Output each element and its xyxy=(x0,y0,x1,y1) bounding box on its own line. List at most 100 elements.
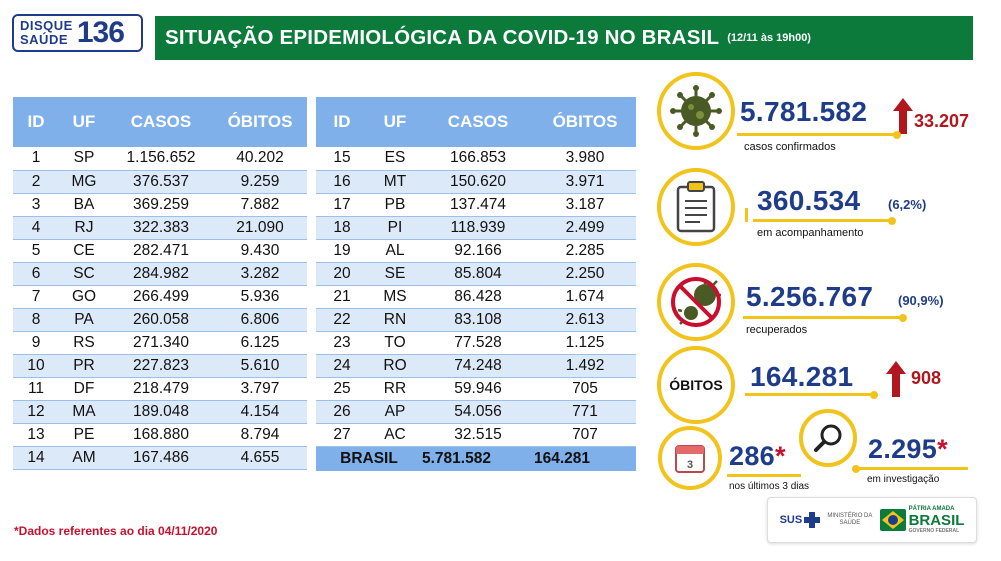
cell-id: 2 xyxy=(31,172,41,190)
cell-obitos: 8.794 xyxy=(240,425,280,443)
cell-casos: 227.823 xyxy=(132,356,190,374)
cell-obitos: 1.492 xyxy=(565,356,605,374)
sus-logo: SUS xyxy=(780,512,821,528)
underline xyxy=(753,219,891,222)
cell-uf: PA xyxy=(74,310,94,328)
table-row: 1 SP 1.156.652 40.202 xyxy=(13,147,307,170)
cell-casos: 86.428 xyxy=(454,287,502,305)
cell-id: 20 xyxy=(333,264,351,282)
investigation-caption: em investigação xyxy=(867,474,940,485)
investigation-star: * xyxy=(937,434,948,464)
table-row: 2 MG 376.537 9.259 xyxy=(13,170,307,193)
total-obitos: 164.281 xyxy=(534,446,636,471)
magnifier-icon xyxy=(814,424,842,452)
confirmed-caption: casos confirmados xyxy=(744,141,836,153)
table-header-row: ID UF CASOS ÓBITOS xyxy=(13,97,307,147)
cell-uf: RO xyxy=(383,356,407,374)
sus-text: SUS xyxy=(779,514,803,526)
cell-casos: 1.156.652 xyxy=(126,149,196,167)
cell-casos: 32.515 xyxy=(454,425,502,443)
cell-obitos: 771 xyxy=(572,402,598,420)
cell-obitos: 2.285 xyxy=(565,241,605,259)
cell-uf: CE xyxy=(73,241,95,259)
footnote: *Dados referentes ao dia 04/11/2020 xyxy=(14,524,218,538)
col-header-id: ID xyxy=(13,97,59,147)
cell-uf: RN xyxy=(383,310,407,328)
cell-obitos: 9.259 xyxy=(240,172,280,190)
table-row: 9 RS 271.340 6.125 xyxy=(13,331,307,354)
cell-id: 8 xyxy=(31,310,41,328)
col-header-uf: UF xyxy=(368,97,422,147)
cell-uf: SP xyxy=(73,149,95,167)
report-date: (12/11 às 19h00) xyxy=(727,32,811,44)
states-table-right: ID UF CASOS ÓBITOS 15 ES 166.853 3.980 16 MT 1… xyxy=(316,97,636,471)
brazil-flag-icon xyxy=(879,509,906,531)
cell-uf: GO xyxy=(71,287,97,305)
cell-id: 7 xyxy=(31,287,41,305)
table-row: 6 SC 284.982 3.282 xyxy=(13,262,307,285)
cell-casos: 322.383 xyxy=(132,218,190,236)
cell-casos: 74.248 xyxy=(454,356,502,374)
clipboard-icon-circle xyxy=(657,168,735,246)
cell-casos: 260.058 xyxy=(132,310,190,328)
table-row: 13 PE 168.880 8.794 xyxy=(13,423,307,446)
cell-uf: MG xyxy=(71,172,97,190)
cell-id: 24 xyxy=(333,356,351,374)
cell-casos: 282.471 xyxy=(132,241,190,259)
table-row: 26 AP 54.056 771 xyxy=(316,400,636,423)
cell-obitos: 3.797 xyxy=(240,379,280,397)
col-header-obitos: ÓBITOS xyxy=(534,97,636,147)
underline xyxy=(743,316,903,319)
cell-obitos: 2.613 xyxy=(565,310,605,328)
cell-id: 12 xyxy=(27,402,45,420)
cross-icon xyxy=(804,512,821,528)
cell-id: 9 xyxy=(31,333,41,351)
cell-uf: MT xyxy=(383,172,407,190)
cell-obitos: 705 xyxy=(572,379,598,397)
cell-casos: 369.259 xyxy=(132,195,190,213)
cell-obitos: 5.610 xyxy=(240,356,280,374)
table-row: 18 PI 118.939 2.499 xyxy=(316,216,636,239)
cell-casos: 118.939 xyxy=(450,218,506,236)
underline xyxy=(727,474,801,477)
cell-casos: 54.056 xyxy=(454,402,502,420)
patria-amada-text: PÁTRIA AMADA xyxy=(908,505,955,512)
cell-uf: PB xyxy=(384,195,406,213)
recovered-value: 5.256.767 xyxy=(746,281,874,312)
cell-id: 13 xyxy=(27,425,45,443)
logo-word-top: DISQUE xyxy=(20,18,73,33)
cell-casos: 218.479 xyxy=(132,379,190,397)
cell-id: 15 xyxy=(333,149,351,167)
ministry-line-1: MINISTÉRIO DA xyxy=(827,513,873,519)
cell-uf: ES xyxy=(384,149,406,167)
total-casos: 5.781.582 xyxy=(422,446,534,471)
cell-casos: 376.537 xyxy=(132,172,190,190)
cell-id: 27 xyxy=(333,425,351,443)
table-row: 21 MS 86.428 1.674 xyxy=(316,285,636,308)
col-header-id: ID xyxy=(316,97,368,147)
cell-casos: 85.804 xyxy=(454,264,502,282)
underline xyxy=(737,133,897,136)
cell-obitos: 3.187 xyxy=(565,195,605,213)
cell-obitos: 1.674 xyxy=(565,287,605,305)
cell-uf: PR xyxy=(73,356,95,374)
cell-uf: DF xyxy=(73,379,95,397)
logo-number: 136 xyxy=(76,16,125,49)
calendar-icon-number: 3 xyxy=(687,459,693,471)
cell-uf: SE xyxy=(384,264,406,282)
cell-obitos: 6.125 xyxy=(240,333,280,351)
cell-uf: RR xyxy=(383,379,407,397)
cell-obitos: 707 xyxy=(572,425,598,443)
cell-obitos: 5.936 xyxy=(240,287,280,305)
cell-uf: AL xyxy=(385,241,405,259)
underline-dot xyxy=(899,314,907,322)
table-row: 7 GO 266.499 5.936 xyxy=(13,285,307,308)
monitoring-caption: em acompanhamento xyxy=(757,227,864,239)
cell-uf: PE xyxy=(73,425,95,443)
cell-uf: MS xyxy=(383,287,407,305)
cell-uf: PI xyxy=(387,218,403,236)
deaths-label-circle: ÓBITOS xyxy=(657,346,735,424)
cell-casos: 271.340 xyxy=(132,333,190,351)
cell-id: 4 xyxy=(31,218,41,236)
states-table-left: ID UF CASOS ÓBITOS 1 SP 1.156.652 40.202 2 MG… xyxy=(13,97,307,470)
